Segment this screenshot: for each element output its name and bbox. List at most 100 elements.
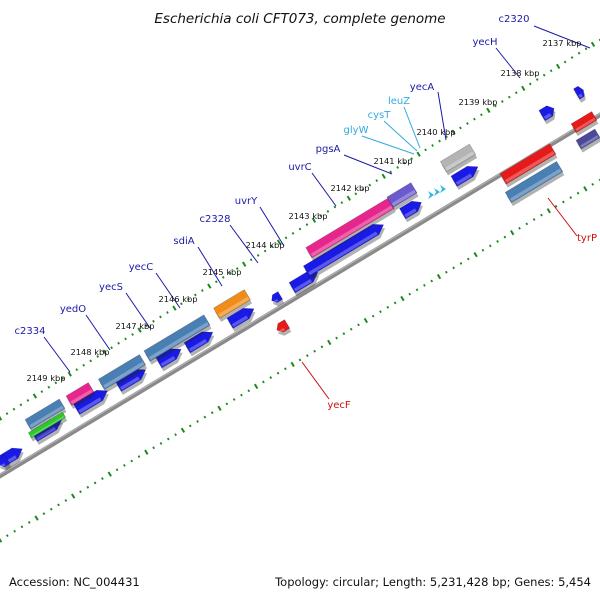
outer-ring-dot [42,512,46,516]
outer-ring-dot [57,503,60,507]
forward-cds [183,331,215,357]
inner-ring-dot [0,416,3,421]
inner-ring-dot [535,78,539,81]
tick-label: 2140 kbp [416,127,455,137]
inner-ring-dot [542,73,546,77]
inner-ring-dot [270,245,274,248]
inner-ring-dot [424,148,427,152]
inner-ring-dot [26,399,30,402]
outer-ring-dot [327,339,332,346]
forward-cds [73,389,109,418]
inner-ring-dot [180,302,183,306]
outer-ring-dot [247,389,251,393]
gene-label-yecC: yecC [129,262,154,273]
outer-ring-dot [525,222,529,226]
gene-label-uvrY: uvrY [235,196,258,207]
inner-ring-dot [346,195,351,201]
inner-ring-dot [5,412,9,416]
trna-chevron [434,188,440,196]
inner-ring-dot [256,253,260,257]
gene-label-yecS: yecS [99,282,123,293]
inner-ring-dot [284,236,288,240]
gene-box-red [499,143,558,188]
map-title: Escherichia coli CFT073, complete genome [154,11,445,27]
callout-line [361,135,415,155]
outer-ring-dot [488,244,492,248]
outer-ring-dot [290,361,295,368]
inner-ring-dot [305,223,309,227]
inner-ring-dot [82,363,86,367]
dotted-ring-layer [0,38,600,543]
gene-label-cysT: cysT [368,110,392,121]
inner-ring-dot [563,60,567,64]
genome-backbone [0,112,600,479]
outer-ring-dot [423,283,426,287]
gene-label-c2328: c2328 [200,214,231,225]
callout-line [383,120,418,152]
callout-line [403,106,421,149]
inner-ring-dot [110,346,113,350]
inner-ring-dot [577,51,581,55]
forward-cds [114,368,148,395]
tick-label: 2142 kbp [330,183,369,193]
outer-ring-dot [445,270,448,274]
gene-label-yecA: yecA [410,82,435,93]
outer-ring-dot [123,463,126,467]
inner-ring-dot [416,151,421,157]
outer-ring-dot [34,515,39,521]
inner-ring-dot [361,188,365,191]
outer-ring-dot [107,471,112,477]
inner-ring-dot [131,333,134,336]
inner-ring-dot [528,82,532,86]
gene-label-yecH: yecH [472,37,497,48]
gene-box-sdiA [213,289,253,322]
reverse-cds-yecF [276,319,292,336]
tick-label: 2146 kbp [158,294,197,304]
outer-ring-dot [400,295,405,302]
inner-ring-dot [249,258,253,262]
outer-ring-dot [408,292,412,296]
outer-ring-dot [569,196,573,199]
outer-ring-dot [232,398,236,401]
inner-ring-dot [438,139,441,143]
outer-ring-dot [363,317,368,324]
inner-ring-dot [340,201,344,205]
callout-line [229,224,259,264]
inner-ring-dot [152,319,155,323]
outer-ring-dot [196,420,199,423]
inner-ring-dot [291,231,295,235]
outer-ring-dot [159,442,163,445]
inner-ring-dot [12,407,16,411]
inner-ring-dot [67,371,72,377]
inner-ring-dot [235,267,239,270]
gene-label-c2320: c2320 [499,14,530,25]
genome-backbone-highlight [0,112,600,476]
callout-line [533,25,591,49]
gene-box-yecA [439,143,478,176]
outer-ring-dot [298,358,302,362]
inner-ring-dot [187,297,190,301]
genome-summary-text: Topology: circular; Length: 5,231,428 bp… [275,575,591,589]
inner-ring-dot [570,56,574,59]
outer-ring-dot [532,218,536,221]
gene-label-glyW: glyW [344,125,369,136]
outer-ring-dot [20,525,24,529]
inner-ring-dot [242,261,247,267]
gene-box-uvrC [305,197,396,262]
outer-ring-dot [562,200,565,204]
inner-ring-dot [389,170,393,174]
outer-ring-dot [305,354,309,358]
outer-ring-dot [188,424,192,428]
inner-ring-dot [486,107,491,113]
inner-ring-dot [590,41,596,48]
gene-label-sdiA: sdiA [173,236,194,247]
outer-ring-dot [79,490,82,494]
forward-cds [450,165,480,190]
inner-ring-dot [396,166,400,169]
gene-label-uvrC: uvrC [288,162,311,173]
tick-label-layer: 2137 kbp 2138 kbp 2139 kbp 2140 kbp 2141 kbp… [26,38,581,383]
inner-ring-dot [431,144,434,147]
inner-ring-dot [298,227,302,231]
outer-ring-dot [240,393,243,397]
